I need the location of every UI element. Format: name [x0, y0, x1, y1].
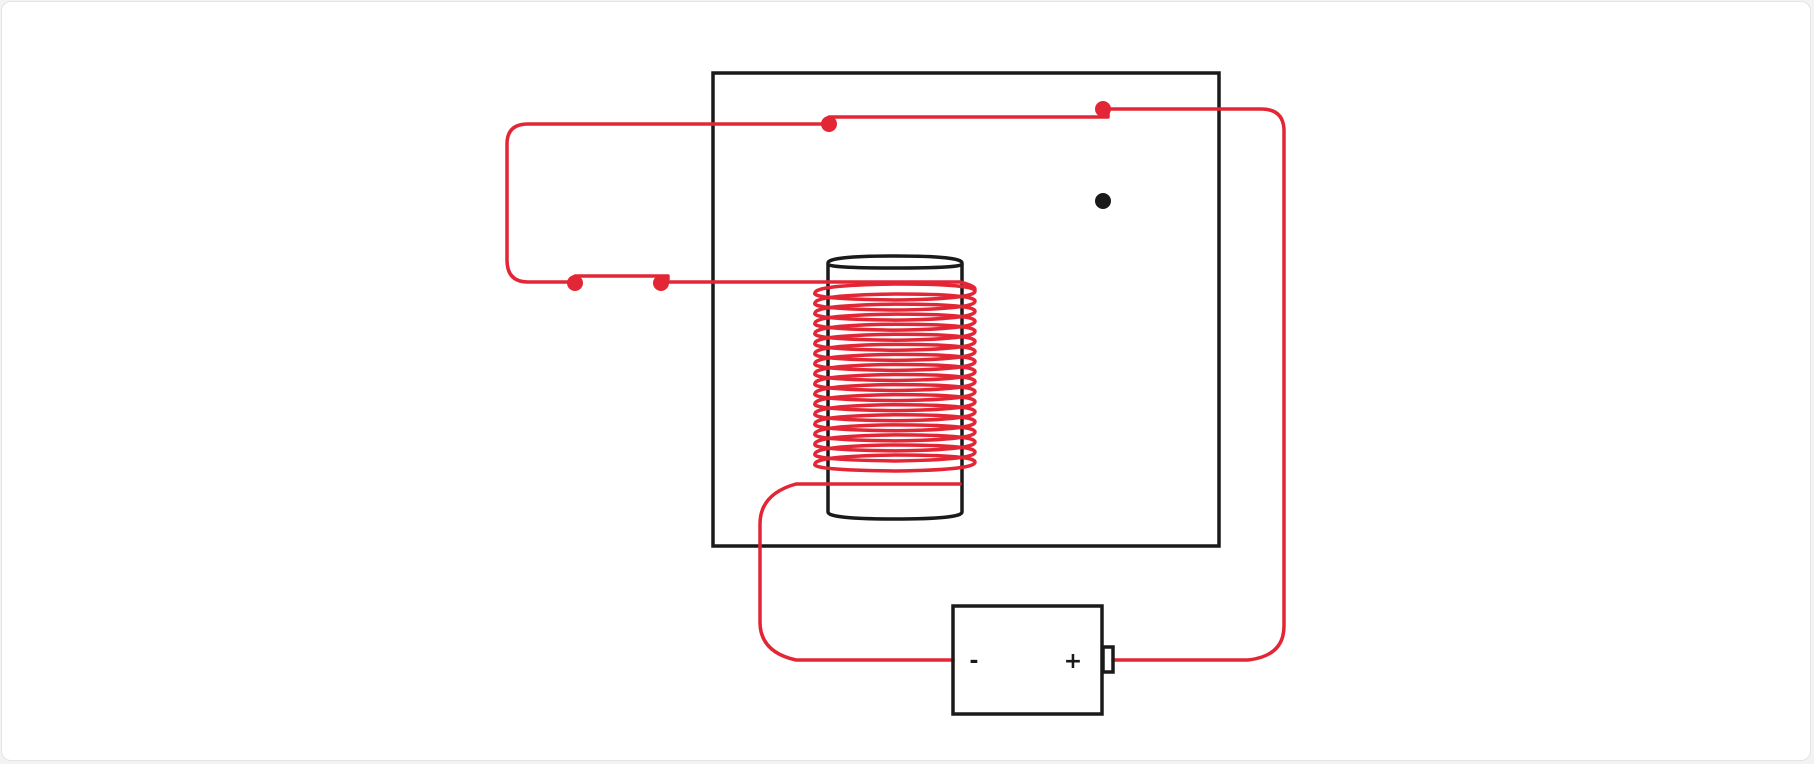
coil-turn [813, 362, 977, 383]
battery: - + [951, 604, 1115, 716]
armature-pivot [821, 116, 837, 132]
coil-turn [813, 352, 977, 373]
coil-turn [813, 402, 977, 423]
coil-windings [813, 280, 977, 473]
enclosure-box [711, 71, 1221, 548]
coil-turn [813, 282, 977, 302]
coil-turn [813, 342, 977, 363]
coil-turn [813, 382, 977, 403]
coil-turn [813, 443, 977, 463]
armature-contact [1095, 101, 1111, 117]
battery-positive-label: + [1064, 649, 1082, 674]
coil-turn [813, 413, 977, 433]
switch-contact-left [567, 275, 583, 291]
contact-point [1095, 193, 1111, 209]
coil-turn [813, 292, 977, 312]
switch-contact-right [653, 275, 669, 291]
coil-top-lead [825, 280, 977, 291]
contact-dots [567, 101, 1111, 291]
coil-turn [813, 433, 977, 453]
wire-switch-to-top [505, 122, 831, 284]
coil-turn [813, 423, 977, 443]
armature-arm [827, 109, 1110, 126]
core-top-cap [826, 254, 964, 270]
coil-turn [813, 332, 977, 353]
battery-terminal [1101, 645, 1115, 674]
wire-right-to-battery [1101, 107, 1286, 662]
coil-turn [813, 312, 977, 332]
coil-turn [813, 392, 977, 413]
wire-coil-to-battery [758, 482, 962, 662]
coil-turn [813, 372, 977, 393]
coil-turn [813, 302, 977, 322]
switch-lever [573, 274, 670, 281]
coil-turn [813, 453, 977, 473]
coil-turn [813, 322, 977, 342]
core-bottom-cap [826, 511, 964, 521]
battery-negative-label: - [969, 649, 978, 674]
